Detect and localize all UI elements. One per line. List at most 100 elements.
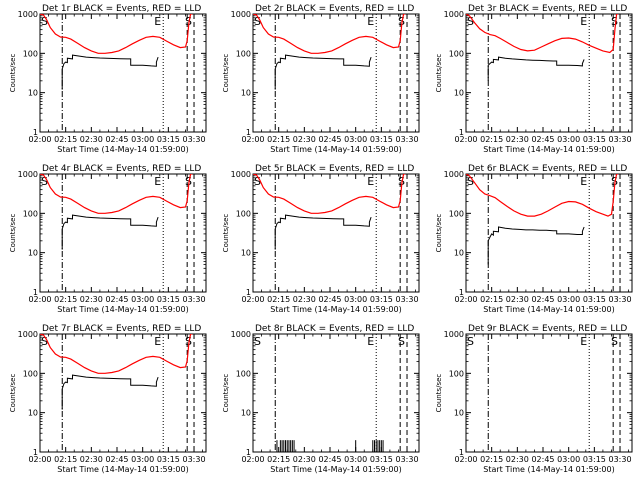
- y-axis-label: Counts/sec: [9, 214, 17, 253]
- plot-frame: [465, 173, 633, 293]
- x-tick-label: 02:00: [28, 295, 51, 304]
- marker-label: S: [611, 335, 618, 348]
- y-tick-label: 10: [454, 89, 464, 98]
- x-axis-label: Start Time (14-May-14 01:59:00): [483, 465, 614, 474]
- y-tick-label: 1000: [18, 170, 38, 179]
- marker-label: E: [154, 175, 161, 188]
- x-tick-label: 03:00: [344, 135, 367, 144]
- marker-label: S: [611, 15, 618, 28]
- x-tick-label: 03:30: [182, 295, 205, 304]
- y-axis-label: Counts/sec: [435, 214, 443, 253]
- plot-frame: [252, 333, 420, 453]
- y-axis-label: Counts/sec: [9, 54, 17, 93]
- x-tick-label: 03:30: [395, 135, 418, 144]
- x-tick-label: 02:15: [54, 455, 77, 464]
- x-tick-label: 03:15: [583, 135, 606, 144]
- x-axis-label: Start Time (14-May-14 01:59:00): [57, 305, 188, 314]
- y-tick-label: 1: [459, 128, 464, 137]
- y-axis-label: Counts/sec: [435, 54, 443, 93]
- panel-title: Det 6r BLACK = Events, RED = LLD: [468, 164, 627, 174]
- x-tick-label: 03:00: [557, 135, 580, 144]
- plot-area: [276, 440, 384, 452]
- marker-label: S: [254, 175, 261, 188]
- marker-label: S: [398, 15, 405, 28]
- x-tick-label: 02:30: [506, 135, 529, 144]
- x-tick-label: 03:30: [182, 135, 205, 144]
- x-tick-label: 02:15: [54, 295, 77, 304]
- x-tick-label: 03:00: [344, 455, 367, 464]
- x-tick-label: 02:30: [80, 295, 103, 304]
- x-tick-label: 03:15: [370, 135, 393, 144]
- y-tick-label: 100: [449, 369, 464, 378]
- marker-label: E: [154, 15, 161, 28]
- y-axis-label: Counts/sec: [222, 54, 230, 93]
- series-events-line: [61, 214, 159, 250]
- x-tick-label: 02:00: [454, 295, 477, 304]
- y-tick-label: 100: [23, 369, 38, 378]
- y-tick-label: 1000: [231, 330, 251, 339]
- marker-label: S: [185, 335, 192, 348]
- panel-det-3: Det 3r BLACK = Events, RED = LLD 1 10 100 10…: [435, 4, 633, 154]
- x-tick-label: 03:30: [608, 455, 631, 464]
- x-tick-label: 02:30: [293, 295, 316, 304]
- marker-label: S: [467, 175, 474, 188]
- y-tick-label: 10: [28, 89, 38, 98]
- x-tick-label: 03:00: [344, 295, 367, 304]
- y-tick-label: 100: [23, 209, 38, 218]
- marker-label: S: [467, 15, 474, 28]
- x-tick-label: 02:15: [480, 455, 503, 464]
- plot-frame: [465, 333, 633, 453]
- panel-det-1: Det 1r BLACK = Events, RED = LLD 1 10 100 10…: [9, 4, 207, 154]
- plot-frame: [465, 13, 633, 133]
- x-axis-label: Start Time (14-May-14 01:59:00): [57, 465, 188, 474]
- y-tick-label: 10: [241, 409, 251, 418]
- series-lld-line: [253, 174, 406, 214]
- x-tick-label: 02:45: [105, 295, 128, 304]
- marker-label: E: [580, 335, 587, 348]
- marker-label: S: [398, 175, 405, 188]
- x-tick-label: 02:15: [267, 135, 290, 144]
- x-tick-label: 02:45: [531, 135, 554, 144]
- panel-title: Det 2r BLACK = Events, RED = LLD: [255, 4, 414, 14]
- x-tick-label: 02:15: [54, 135, 77, 144]
- x-tick-label: 02:30: [506, 455, 529, 464]
- marker-label: E: [367, 175, 374, 188]
- y-tick-label: 1: [246, 288, 251, 297]
- y-tick-label: 10: [454, 409, 464, 418]
- marker-label: S: [398, 335, 405, 348]
- series-lld-line: [40, 174, 193, 214]
- x-tick-label: 03:15: [583, 295, 606, 304]
- marker-label: E: [154, 335, 161, 348]
- x-tick-label: 02:15: [480, 295, 503, 304]
- plot-area: [466, 14, 619, 81]
- y-axis-label: Counts/sec: [9, 374, 17, 413]
- series-events-line: [61, 54, 159, 90]
- x-tick-label: 02:00: [241, 455, 264, 464]
- panel-det-4: Det 4r BLACK = Events, RED = LLD 1 10 100 10…: [9, 164, 207, 314]
- marker-label: S: [41, 335, 48, 348]
- panel-det-5: Det 5r BLACK = Events, RED = LLD 1 10 100 10…: [222, 164, 420, 314]
- panel-title: Det 4r BLACK = Events, RED = LLD: [42, 164, 201, 174]
- x-tick-label: 03:15: [157, 455, 180, 464]
- panel-det-8: Det 8r BLACK = Events, RED = LLD 1 10 100 10…: [222, 324, 420, 474]
- y-tick-label: 1: [459, 448, 464, 457]
- x-axis-label: Start Time (14-May-14 01:59:00): [270, 465, 401, 474]
- panel-title: Det 1r BLACK = Events, RED = LLD: [42, 4, 201, 14]
- series-events-line: [487, 226, 585, 265]
- y-tick-label: 10: [28, 249, 38, 258]
- y-axis-label: Counts/sec: [222, 374, 230, 413]
- x-axis-label: Start Time (14-May-14 01:59:00): [57, 145, 188, 154]
- y-tick-label: 1000: [444, 10, 464, 19]
- marker-label: S: [185, 175, 192, 188]
- y-tick-label: 100: [236, 209, 251, 218]
- plot-frame: [252, 13, 420, 133]
- x-tick-label: 02:15: [267, 455, 290, 464]
- x-tick-label: 02:00: [28, 455, 51, 464]
- x-tick-label: 03:30: [395, 455, 418, 464]
- x-tick-label: 03:00: [557, 455, 580, 464]
- y-tick-label: 1000: [18, 330, 38, 339]
- marker-label: S: [41, 175, 48, 188]
- series-lld-line: [253, 14, 406, 54]
- x-tick-label: 02:45: [318, 455, 341, 464]
